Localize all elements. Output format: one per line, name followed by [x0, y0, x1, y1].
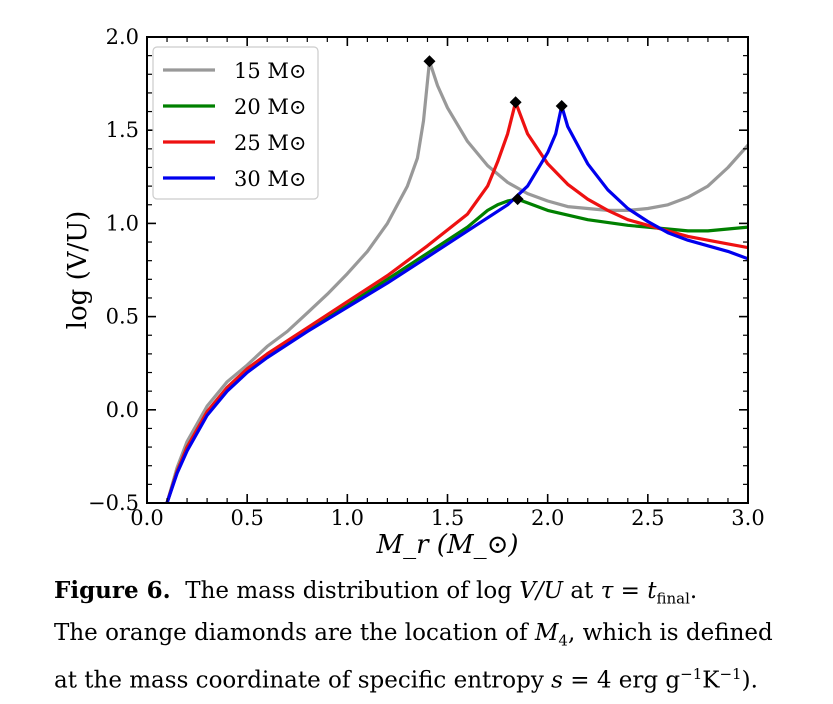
legend-label-2: 20 M⊙: [234, 95, 307, 119]
x-tick-label: 0.0: [130, 506, 163, 530]
y-tick-label: 0.0: [106, 398, 139, 422]
y-tick-label: −0.5: [88, 491, 139, 515]
legend-label-4: 30 M⊙: [234, 167, 307, 191]
legend-label-3: 25 M⊙: [234, 131, 307, 155]
caption-sup-2: −1: [719, 665, 742, 684]
caption-math-s: s: [551, 667, 563, 694]
caption-sup-1: −1: [680, 665, 703, 684]
caption-math-m4: M: [534, 619, 559, 646]
y-tick-label: 1.5: [106, 118, 139, 142]
x-tick-label: 1.5: [431, 506, 464, 530]
caption-sub-4: 4: [558, 631, 568, 650]
caption-text-1c: .: [689, 578, 698, 604]
caption-line-2: The orange diamonds are the location of …: [54, 616, 794, 658]
caption-text-2b: , which is defined: [567, 619, 773, 646]
caption-text-3b: = 4 erg g: [562, 667, 681, 694]
caption-text-1b: at: [563, 578, 601, 604]
diamond-marker-1: [423, 55, 436, 68]
figure-label: Figure 6.: [54, 577, 171, 604]
x-tick-label: 2.5: [631, 506, 664, 530]
x-tick-label: 3.0: [731, 506, 764, 530]
caption-math-vu: V/U: [519, 578, 564, 604]
caption-text-3d: ).: [741, 667, 758, 694]
series-line-4: [165, 104, 748, 503]
y-axis-label: log (V/U): [63, 211, 93, 330]
y-tick-label: 2.0: [106, 25, 139, 49]
caption-text-3c: K: [702, 667, 720, 694]
caption-line-1: Figure 6. The mass distribution of log V…: [54, 574, 794, 616]
caption-line-3: at the mass coordinate of specific entro…: [54, 657, 794, 698]
x-axis-label: M_r (M_⊙): [375, 530, 518, 560]
x-tick-label: 1.0: [331, 506, 364, 530]
caption-sub-final: final: [656, 589, 690, 608]
diamond-marker-3: [555, 99, 568, 112]
legend-label-1: 15 M⊙: [234, 59, 307, 83]
caption-text-1a: The mass distribution of log: [185, 578, 520, 604]
x-tick-label: 0.5: [230, 506, 263, 530]
legend-box: [152, 46, 319, 200]
y-tick-label: 0.5: [106, 305, 139, 329]
diamond-marker-4: [509, 96, 522, 109]
series-line-2: [165, 197, 748, 503]
figure-caption: Figure 6. The mass distribution of log V…: [54, 574, 794, 698]
plot-area: 0.0 0.5 1.0 1.5 2.0 2.5 3.0−0.50.00.51.01.52.0…: [63, 25, 765, 560]
series-group: [165, 59, 748, 503]
series-line-1: [165, 59, 748, 503]
line-chart: 0.0 0.5 1.0 1.5 2.0 2.5 3.0−0.50.00.51.01.52.0…: [63, 25, 765, 560]
caption-text-3a: at the mass coordinate of specific entro…: [54, 667, 552, 694]
diamond-marker-2: [511, 193, 524, 206]
caption-math-tau: τ = t: [600, 578, 657, 604]
x-tick-label: 2.0: [531, 506, 564, 530]
legend: 15 M⊙ 20 M⊙ 25 M⊙ 30 M⊙: [152, 46, 319, 200]
y-tick-label: 1.0: [106, 211, 139, 235]
caption-text-2a: The orange diamonds are the location of: [54, 619, 535, 646]
